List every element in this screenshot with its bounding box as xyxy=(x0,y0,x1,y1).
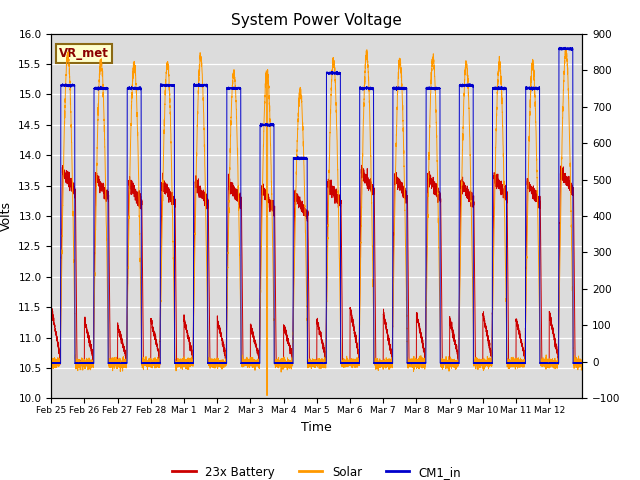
Legend: 23x Battery, Solar, CM1_in: 23x Battery, Solar, CM1_in xyxy=(168,461,466,480)
Text: VR_met: VR_met xyxy=(59,48,109,60)
Title: System Power Voltage: System Power Voltage xyxy=(232,13,402,28)
Y-axis label: Volts: Volts xyxy=(0,201,13,231)
X-axis label: Time: Time xyxy=(301,420,332,433)
